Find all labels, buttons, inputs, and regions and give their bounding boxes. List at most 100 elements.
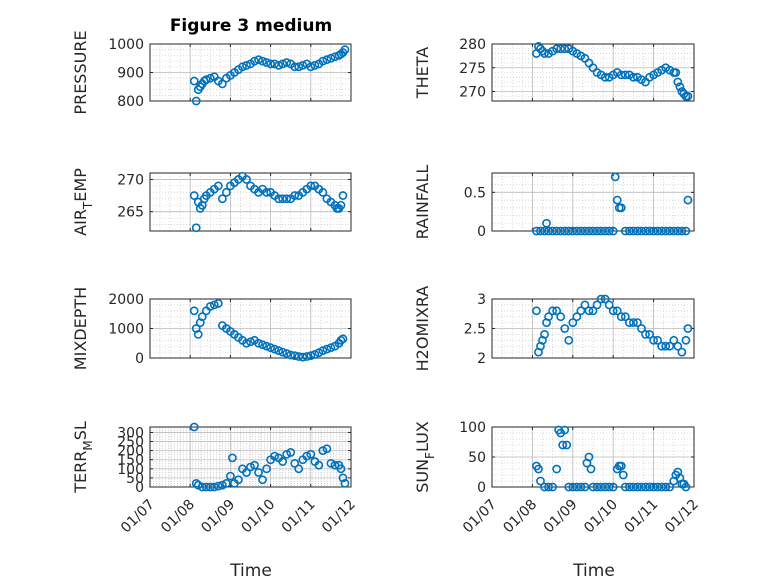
data-point <box>616 461 626 471</box>
data-point <box>610 172 620 182</box>
data-point <box>217 79 227 89</box>
data-point <box>298 60 308 70</box>
data-point <box>600 294 610 304</box>
data-point <box>294 62 304 72</box>
y-axis-label-rest: SL <box>71 421 90 440</box>
y-tick-label: 0 <box>135 480 144 496</box>
data-point <box>262 58 271 67</box>
data-point <box>189 76 199 86</box>
data-point <box>254 468 263 477</box>
data-point <box>270 59 280 69</box>
y-axis-label-rest: LUX <box>413 421 432 452</box>
tick-marks <box>491 43 695 101</box>
y-tick-label: 270 <box>117 172 144 188</box>
data-point <box>552 44 562 54</box>
data-point <box>536 226 545 236</box>
y-axis-label-subscript: F <box>423 452 437 459</box>
data-point <box>540 482 549 492</box>
data-point <box>540 329 549 339</box>
data-point <box>340 478 350 488</box>
data-series <box>189 45 350 106</box>
data-point <box>616 312 626 322</box>
y-axis-label: H2OMIXRA <box>413 286 432 372</box>
tick-marks <box>149 43 352 102</box>
data-point <box>338 473 348 483</box>
data-point <box>576 482 586 492</box>
data-point <box>608 306 618 316</box>
data-series <box>532 41 693 101</box>
data-series <box>189 422 350 492</box>
tick-marks <box>149 298 352 359</box>
data-point <box>278 59 288 69</box>
data-point <box>649 482 658 492</box>
data-series <box>532 425 691 492</box>
data-point <box>209 300 219 310</box>
y-tick-label: 900 <box>117 66 144 82</box>
data-point <box>677 347 687 357</box>
data-point <box>250 460 259 470</box>
data-point <box>282 349 292 358</box>
y-tick-label: 300 <box>117 425 144 441</box>
data-point <box>274 60 284 70</box>
data-point <box>665 226 675 236</box>
data-point <box>290 62 300 72</box>
data-point <box>629 72 638 82</box>
data-point <box>294 352 304 361</box>
data-point <box>649 335 658 345</box>
data-point <box>294 464 304 474</box>
x-tick-label: 01/11 <box>622 497 662 537</box>
data-point <box>306 62 316 72</box>
data-point <box>536 476 545 486</box>
data-point <box>641 226 650 236</box>
y-tick-label: 2 <box>477 351 486 367</box>
y-axis-label-rest: EMP <box>71 168 90 202</box>
data-point <box>564 226 574 236</box>
y-tick-label: 1000 <box>108 322 144 338</box>
data-point <box>213 481 223 491</box>
y-tick-label: 100 <box>459 420 486 436</box>
subplot-2: 270 275 280 THETA <box>413 37 695 102</box>
plot-area <box>492 173 694 231</box>
data-point <box>560 226 570 236</box>
x-tick-label: 01/09 <box>198 497 238 537</box>
data-point <box>310 350 320 359</box>
data-point <box>209 482 219 492</box>
axes-box <box>491 43 695 102</box>
data-point <box>604 482 614 492</box>
data-point <box>572 482 582 492</box>
data-point <box>592 226 602 236</box>
data-point <box>534 464 543 474</box>
data-point <box>336 200 346 210</box>
data-point <box>677 226 687 236</box>
data-point <box>290 458 300 468</box>
data-point <box>556 312 566 322</box>
y-tick-label: 0 <box>477 480 486 496</box>
data-point <box>564 335 574 345</box>
data-point <box>336 335 346 345</box>
x-tick-label: 01/08 <box>500 497 540 537</box>
data-point <box>258 56 267 66</box>
data-point <box>653 335 663 345</box>
x-tick-label: 01/11 <box>279 497 319 537</box>
data-point <box>234 475 243 485</box>
data-point <box>624 482 634 492</box>
data-point <box>322 344 332 354</box>
data-point <box>286 448 296 457</box>
data-point <box>584 452 594 462</box>
data-point <box>665 482 675 492</box>
subplot-3: 265 270 AIRTEMP <box>71 168 352 236</box>
data-point <box>552 464 562 474</box>
data-point <box>238 62 247 72</box>
data-point <box>282 194 292 204</box>
data-point <box>548 306 557 316</box>
y-axis-label: SUNFLUX <box>413 421 437 493</box>
data-point <box>641 329 650 339</box>
x-tick-label: 01/10 <box>581 497 621 537</box>
data-point <box>645 226 654 236</box>
data-point <box>612 306 622 316</box>
data-point <box>600 482 610 492</box>
data-point <box>548 226 557 236</box>
data-point <box>270 344 280 354</box>
data-point <box>600 226 610 236</box>
y-tick-label: 3 <box>477 292 486 308</box>
